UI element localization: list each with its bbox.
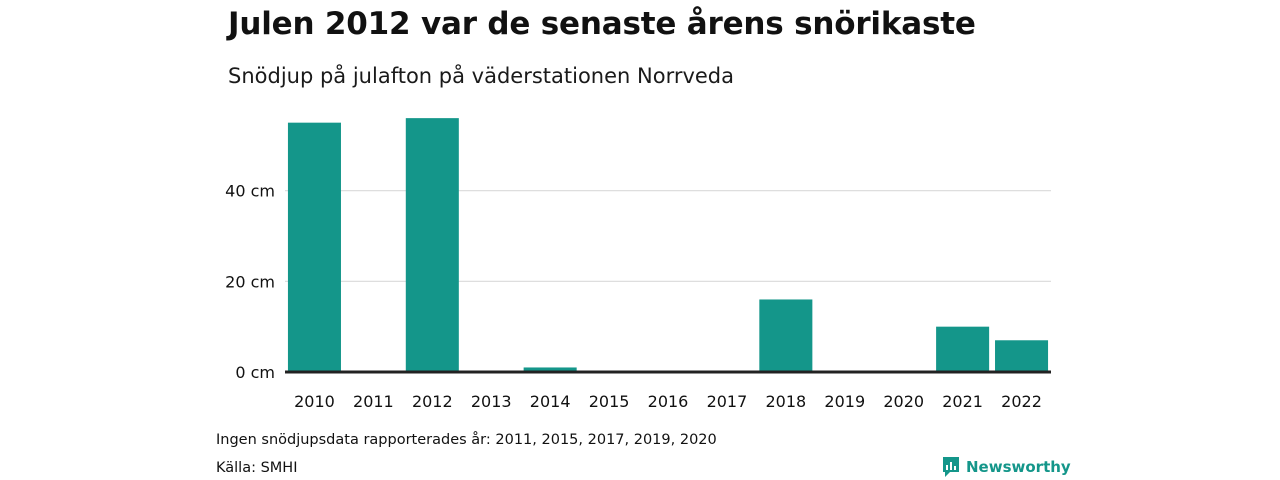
x-tick-label-2022: 2022 bbox=[1001, 392, 1042, 411]
chart-title: Julen 2012 var de senaste årens snörikas… bbox=[228, 6, 976, 42]
brand-name: Newsworthy bbox=[966, 458, 1071, 476]
brand-logo: Newsworthy bbox=[942, 456, 1071, 478]
bar-2021 bbox=[936, 326, 990, 372]
grid-lines bbox=[285, 190, 1051, 282]
y-tick-label: 20 cm bbox=[225, 272, 275, 291]
bar-2010 bbox=[287, 122, 341, 373]
bar-chart: 0 cm 20 cm 40 cm 2010 2011 2012 2013 2014 2015 20… bbox=[225, 118, 1051, 411]
y-tick-label: 0 cm bbox=[235, 363, 275, 382]
bar-2018 bbox=[759, 299, 813, 372]
x-tick-label-2010: 2010 bbox=[294, 392, 335, 411]
bar-2022 bbox=[995, 340, 1049, 372]
x-tick-label-2015: 2015 bbox=[589, 392, 630, 411]
source-label: Källa: SMHI bbox=[216, 460, 298, 476]
no-data-note: Ingen snödjupsdata rapporterades år: 201… bbox=[216, 432, 717, 448]
x-tick-label-2021: 2021 bbox=[942, 392, 983, 411]
x-tick-label-2019: 2019 bbox=[824, 392, 865, 411]
x-tick-label-2013: 2013 bbox=[471, 392, 512, 411]
x-tick-label-2020: 2020 bbox=[883, 392, 924, 411]
newsworthy-logo-icon bbox=[943, 457, 959, 477]
bars bbox=[287, 118, 1049, 373]
bar-2014 bbox=[523, 367, 577, 372]
x-tick-label-2018: 2018 bbox=[765, 392, 806, 411]
x-tick-label-2011: 2011 bbox=[353, 392, 394, 411]
x-tick-label-2017: 2017 bbox=[707, 392, 748, 411]
chart-subtitle: Snödjup på julafton på väderstationen No… bbox=[228, 64, 735, 88]
x-tick-label-2014: 2014 bbox=[530, 392, 571, 411]
bar-2012 bbox=[405, 118, 459, 372]
axes: 0 cm 20 cm 40 cm 2010 2011 2012 2013 2014 2015 20… bbox=[225, 182, 1051, 411]
x-tick-label-2016: 2016 bbox=[648, 392, 689, 411]
y-tick-label: 40 cm bbox=[225, 182, 275, 201]
x-tick-label-2012: 2012 bbox=[412, 392, 453, 411]
